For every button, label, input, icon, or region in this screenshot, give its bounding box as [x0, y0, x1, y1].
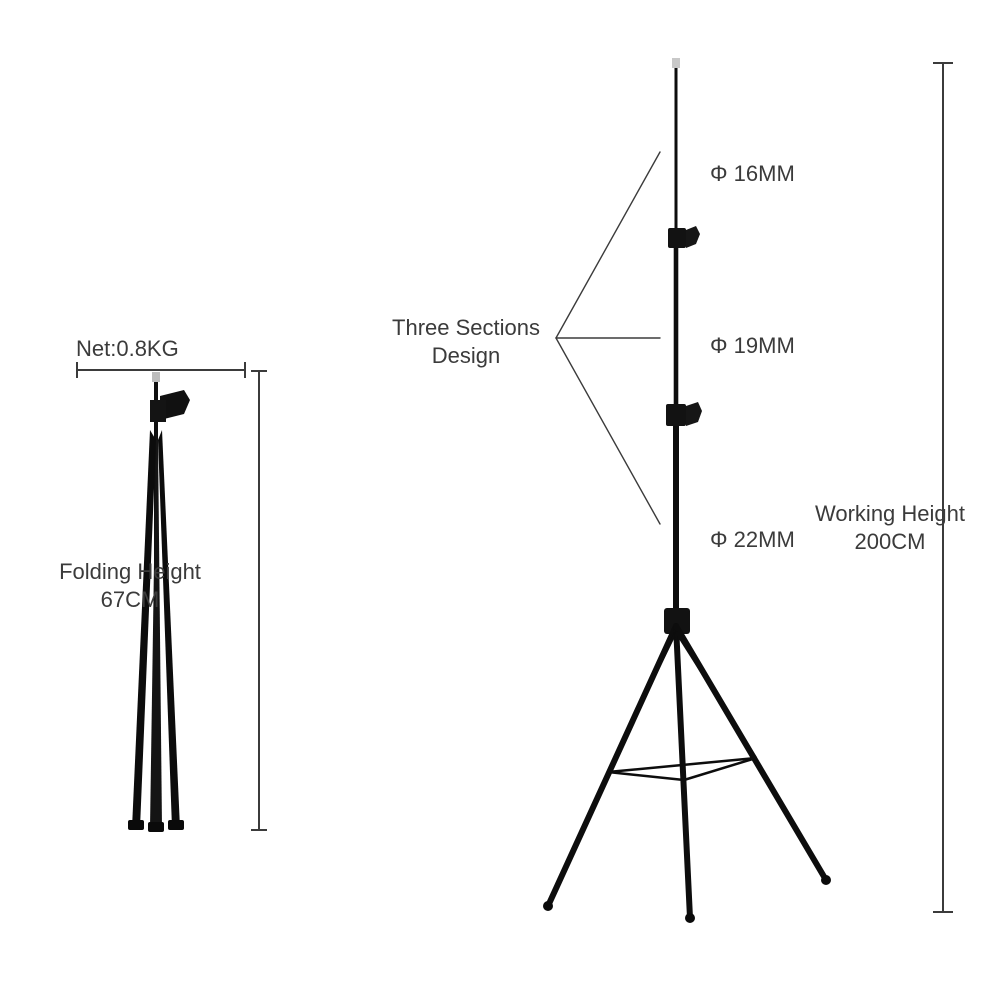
diagram-stage: Net:0.8KG: [0, 0, 1000, 1000]
sections-label-line1: Three Sections: [376, 314, 556, 343]
diameter-mid-label: Φ 19MM: [710, 332, 795, 361]
diameter-top-label: Φ 16MM: [710, 160, 795, 189]
working-height-label-line1: Working Height: [800, 500, 980, 529]
diameter-bot-label: Φ 22MM: [710, 526, 795, 555]
folding-height-label-line2: 67CM: [30, 586, 230, 615]
sections-label-line2: Design: [376, 342, 556, 371]
working-height-label-line2: 200CM: [800, 528, 980, 557]
folding-height-label-line1: Folding Height: [30, 558, 230, 587]
